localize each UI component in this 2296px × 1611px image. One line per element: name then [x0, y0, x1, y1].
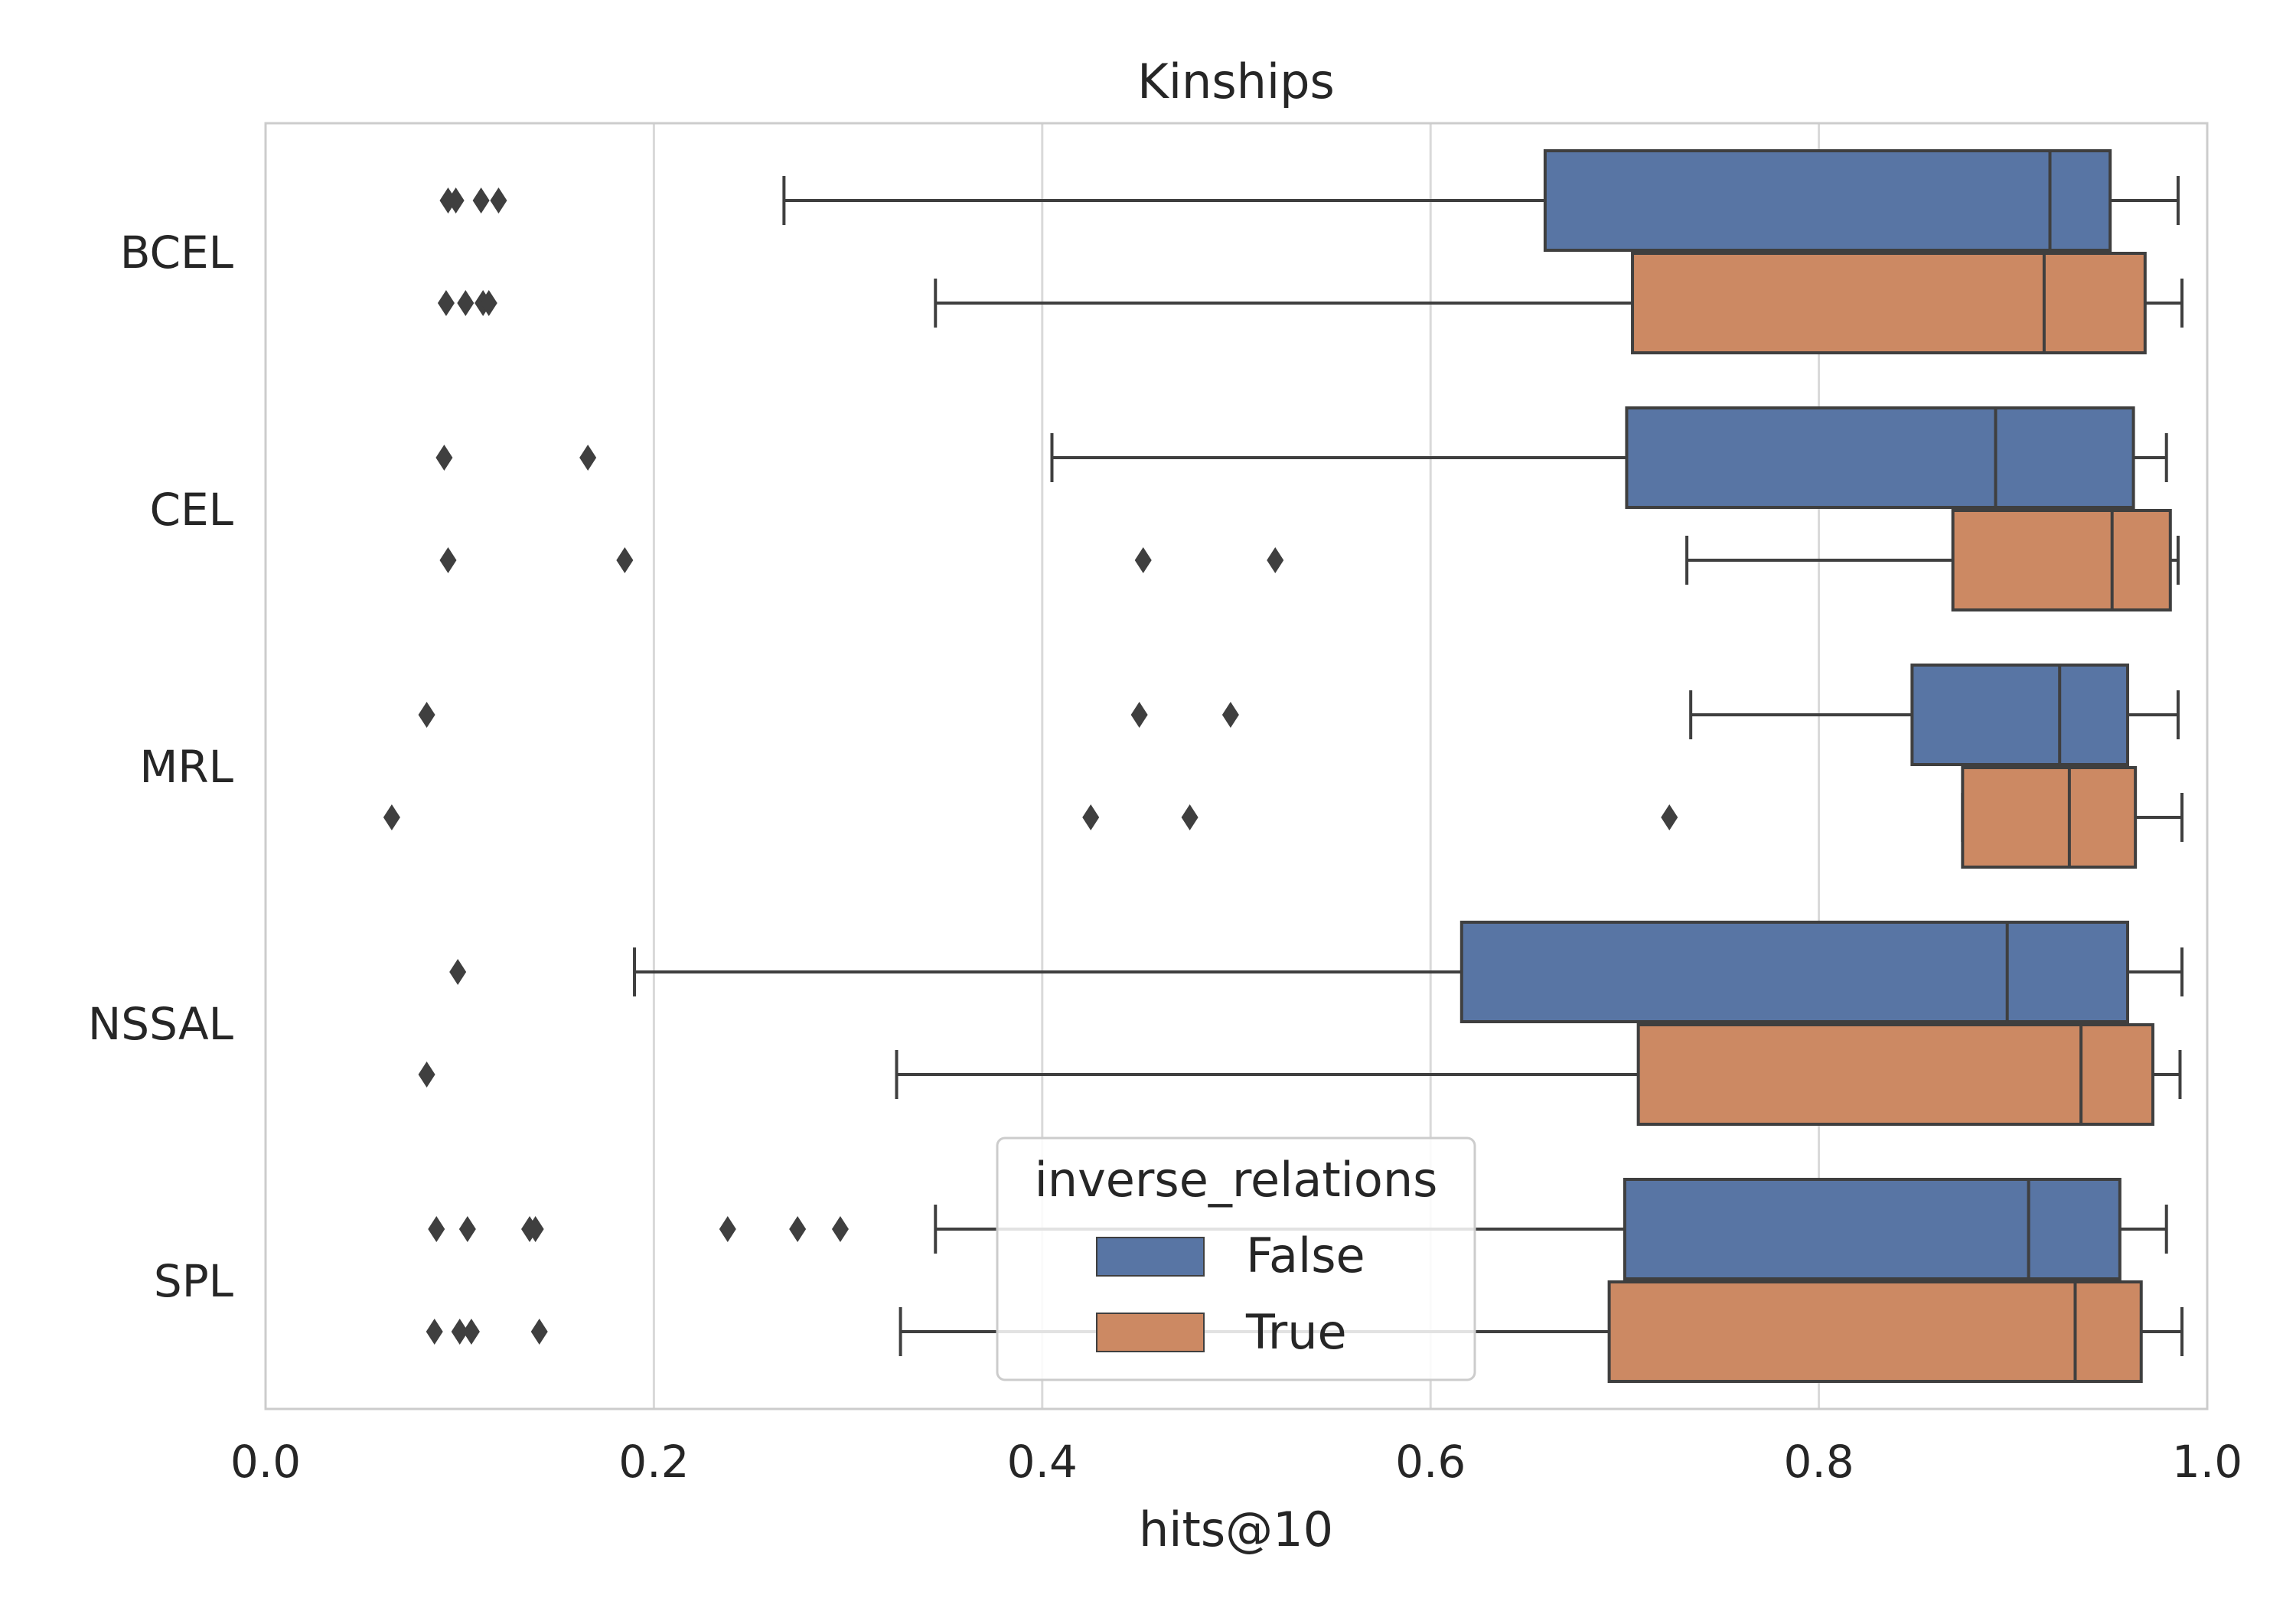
- box-iqr: [1910, 664, 2129, 766]
- x-tick-label: 0.2: [618, 1436, 689, 1488]
- box-mrl-true: [383, 766, 2184, 869]
- y-tick-label: SPL: [154, 1255, 233, 1307]
- outlier-point: [447, 188, 465, 214]
- box-iqr: [1623, 1178, 2122, 1280]
- outlier-point: [490, 188, 507, 214]
- outlier-point: [449, 959, 467, 985]
- box-nssal-false: [449, 921, 2184, 1023]
- box-nssal-true: [418, 1023, 2182, 1126]
- outlier-point: [530, 1319, 548, 1345]
- outlier-point: [418, 1061, 435, 1088]
- box-cel-false: [435, 406, 2168, 509]
- legend-label-false: False: [1246, 1228, 1365, 1283]
- outlier-point: [428, 1216, 445, 1242]
- box-iqr: [1636, 1023, 2154, 1126]
- y-tick-label: CEL: [150, 484, 233, 536]
- box-layer: [383, 149, 2184, 1383]
- box-iqr: [1961, 766, 2138, 869]
- outlier-point: [437, 290, 455, 316]
- outlier-point: [426, 1319, 443, 1345]
- box-iqr: [1631, 252, 2147, 354]
- outlier-point: [789, 1216, 807, 1242]
- x-tick-label: 0.4: [1007, 1436, 1078, 1488]
- axis-labels: 0.0 0.2 0.4 0.6 0.8 1.0 BCEL CEL MRL NSSAL SPL: [88, 227, 2242, 1488]
- outlier-point: [462, 1319, 480, 1345]
- outlier-point: [458, 1216, 476, 1242]
- outlier-point: [1661, 804, 1678, 830]
- outlier-point: [439, 547, 457, 573]
- y-tick-label: NSSAL: [88, 998, 233, 1050]
- outlier-point: [435, 445, 453, 471]
- box-iqr: [1625, 406, 2135, 509]
- outlier-point: [1134, 547, 1152, 573]
- outlier-point: [383, 804, 400, 830]
- box-iqr: [1459, 921, 2129, 1023]
- outlier-point: [831, 1216, 849, 1242]
- legend-label-true: True: [1245, 1304, 1347, 1360]
- legend-title: inverse_relations: [1035, 1152, 1438, 1208]
- box-iqr: [1951, 509, 2172, 611]
- box-spl-false: [428, 1178, 2168, 1280]
- plot-area-frame: [264, 122, 2209, 1410]
- x-tick-label: 0.8: [1783, 1436, 1854, 1488]
- outlier-point: [1082, 804, 1100, 830]
- outlier-point: [616, 547, 634, 573]
- outlier-point: [719, 1216, 736, 1242]
- x-tick-label: 0.6: [1395, 1436, 1466, 1488]
- outlier-point: [1181, 804, 1199, 830]
- legend: inverse_relations False True: [996, 1137, 1476, 1381]
- x-axis-label: hits@10: [1139, 1502, 1333, 1557]
- legend-swatch-false: [1096, 1237, 1205, 1277]
- box-cel-true: [439, 509, 2180, 611]
- outlier-point: [1267, 547, 1284, 573]
- outlier-point: [472, 188, 490, 214]
- box-iqr: [1543, 149, 2112, 252]
- outlier-point: [418, 702, 435, 728]
- outlier-point: [451, 1319, 468, 1345]
- legend-swatch-true: [1096, 1313, 1205, 1352]
- outlier-point: [1130, 702, 1148, 728]
- chart-title: Kinships: [1137, 54, 1335, 109]
- outlier-point: [480, 290, 497, 316]
- box-bcel-true: [437, 252, 2184, 354]
- y-tick-label: BCEL: [120, 227, 233, 279]
- box-iqr: [1607, 1280, 2143, 1383]
- outlier-point: [457, 290, 475, 316]
- outlier-point: [579, 445, 597, 471]
- outlier-point: [1221, 702, 1239, 728]
- outlier-point: [527, 1216, 544, 1242]
- y-tick-label: MRL: [139, 741, 233, 793]
- x-tick-label: 0.0: [230, 1436, 301, 1488]
- box-bcel-false: [439, 149, 2180, 252]
- box-mrl-false: [418, 664, 2180, 766]
- x-tick-label: 1.0: [2172, 1436, 2242, 1488]
